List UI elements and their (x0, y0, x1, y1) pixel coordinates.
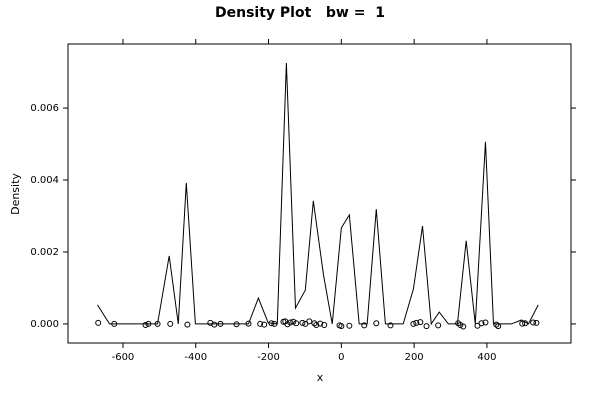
rug-point (338, 323, 345, 330)
x-tick-label: 0 (338, 352, 344, 363)
y-tick-label: 0.004 (30, 175, 59, 186)
rug-point (245, 320, 252, 327)
rug-point (287, 319, 294, 326)
rug-point (460, 323, 467, 330)
rug-point (257, 320, 264, 327)
rug-point (387, 322, 394, 329)
rug-point (261, 321, 268, 328)
rug-point (145, 320, 152, 327)
x-tick-label: -200 (257, 352, 280, 363)
rug-point (306, 318, 313, 325)
y-tick-label: 0.000 (30, 319, 59, 330)
rug-point (482, 319, 489, 326)
rug-point (268, 320, 275, 327)
rug-point (495, 323, 502, 330)
rug-point (361, 322, 368, 329)
rug-point (317, 320, 324, 327)
rug-point (271, 320, 278, 327)
x-tick-label: -400 (184, 352, 207, 363)
rug-point (217, 320, 224, 327)
rug-point (211, 321, 218, 328)
x-tick-label: 200 (405, 352, 424, 363)
y-tick-label: 0.002 (30, 247, 59, 258)
rug-point (435, 322, 442, 329)
x-tick-label: 400 (477, 352, 496, 363)
rug-point (311, 320, 318, 327)
rug-point (154, 320, 161, 327)
rug-point (95, 319, 102, 326)
rug-point (290, 318, 297, 325)
rug-point (413, 319, 420, 326)
rug-point (519, 320, 526, 327)
rug-point (142, 322, 149, 329)
x-tick-label: -600 (112, 352, 135, 363)
rug-point (111, 320, 118, 327)
rug-point (184, 321, 191, 328)
rug-point (293, 320, 300, 327)
rug-point (233, 321, 240, 328)
plot-frame (67, 43, 572, 344)
rug-point (457, 322, 464, 329)
chart-title: Density Plot bw = 1 (215, 5, 385, 21)
y-axis-label: Density (9, 173, 22, 215)
rug-point (533, 319, 540, 326)
rug-point (373, 320, 380, 327)
rug-point (417, 319, 424, 326)
rug-point (522, 320, 529, 327)
rug-point (410, 320, 417, 327)
rug-point (321, 322, 328, 329)
rug-point (530, 319, 537, 326)
y-tick-label: 0.006 (30, 103, 59, 114)
rug-point (313, 322, 320, 329)
density-line (97, 63, 539, 326)
x-axis-label: x (317, 371, 324, 384)
rug-point (478, 320, 485, 327)
rug-point (299, 319, 306, 326)
rug-point (346, 322, 353, 329)
rug-point (423, 323, 430, 330)
rug-point (167, 320, 174, 327)
